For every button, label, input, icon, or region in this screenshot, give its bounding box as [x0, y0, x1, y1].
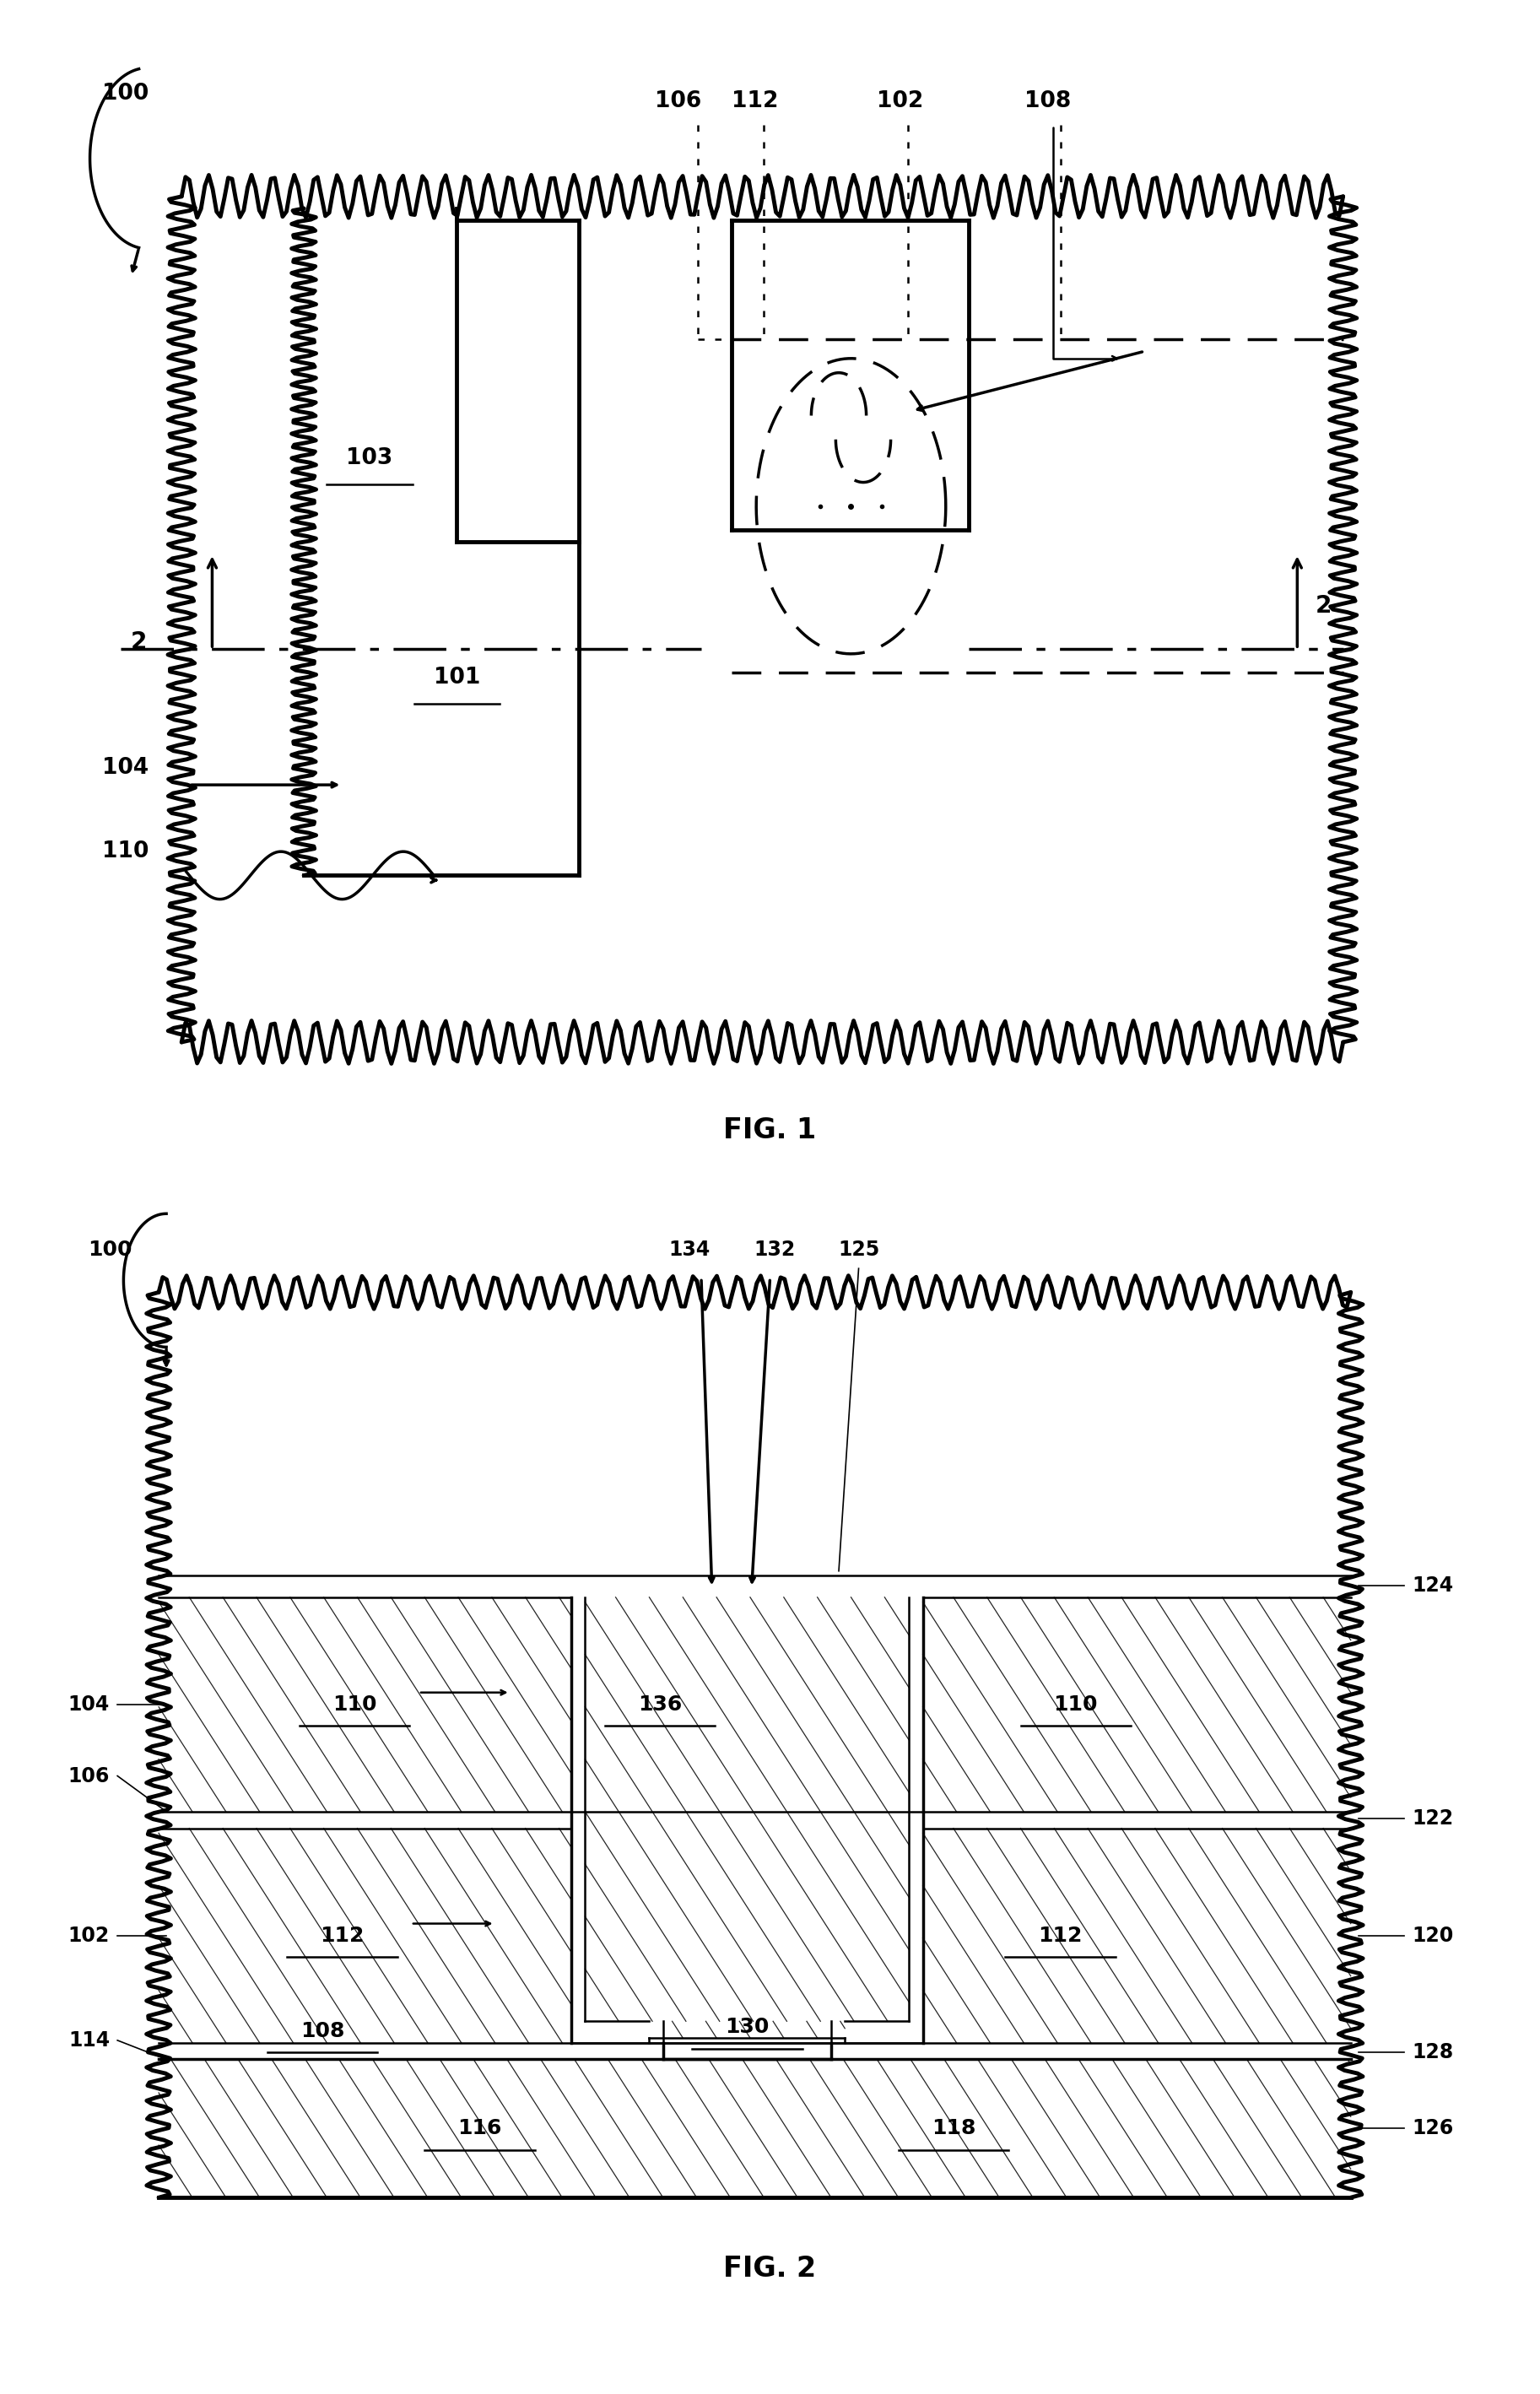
Text: 101: 101	[433, 666, 480, 689]
Text: 103: 103	[346, 448, 393, 469]
Text: 106: 106	[654, 91, 702, 113]
Text: 110: 110	[333, 1695, 376, 1714]
Text: 100: 100	[102, 84, 148, 105]
Text: 114: 114	[68, 2030, 109, 2049]
Text: 112: 112	[320, 1925, 363, 1946]
Text: 104: 104	[102, 757, 148, 778]
Text: 100: 100	[88, 1240, 132, 1259]
Text: 112: 112	[1038, 1925, 1083, 1946]
Text: 118: 118	[932, 2119, 975, 2138]
Text: 128: 128	[1412, 2042, 1454, 2061]
Text: 134: 134	[668, 1240, 710, 1259]
Text: FIG. 2: FIG. 2	[724, 2255, 816, 2284]
Text: 112: 112	[732, 91, 778, 113]
Text: 2: 2	[1315, 594, 1332, 618]
Text: 104: 104	[68, 1695, 109, 1714]
Text: 102: 102	[68, 1925, 109, 1946]
Text: 130: 130	[725, 2018, 768, 2037]
Text: 110: 110	[102, 840, 148, 862]
Text: 106: 106	[68, 1767, 109, 1786]
Text: 126: 126	[1412, 2119, 1454, 2138]
Text: 110: 110	[1053, 1695, 1098, 1714]
Text: 116: 116	[457, 2119, 502, 2138]
Text: 124: 124	[1412, 1575, 1454, 1594]
Text: 125: 125	[838, 1240, 879, 1259]
Text: 120: 120	[1412, 1925, 1454, 1946]
Text: 108: 108	[1024, 91, 1072, 113]
Text: 136: 136	[638, 1695, 682, 1714]
Text: 108: 108	[300, 2021, 345, 2042]
Text: 132: 132	[753, 1240, 795, 1259]
Text: FIG. 1: FIG. 1	[724, 1116, 816, 1144]
Text: 102: 102	[876, 91, 922, 113]
Text: 2: 2	[131, 630, 146, 654]
Text: 122: 122	[1412, 1807, 1454, 1829]
